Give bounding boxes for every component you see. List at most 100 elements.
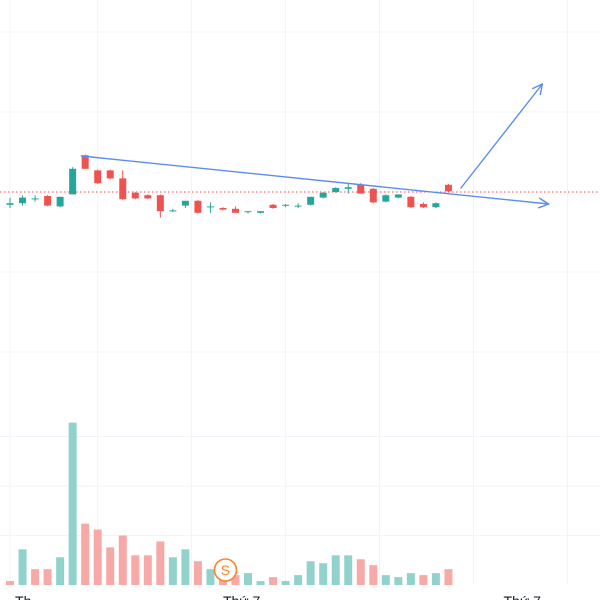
candle[interactable]	[31, 195, 39, 202]
volume-bar	[81, 523, 90, 585]
candle-body	[407, 196, 415, 208]
volume-bar	[381, 575, 390, 585]
candle-body	[282, 204, 290, 206]
candle[interactable]	[44, 195, 52, 207]
candle[interactable]	[344, 184, 352, 194]
candle-body	[307, 196, 315, 205]
candle[interactable]	[106, 169, 114, 180]
candle-body	[181, 200, 189, 206]
volume-bar	[294, 575, 303, 585]
candle-body	[69, 168, 77, 195]
volume-bar	[93, 529, 102, 585]
candle-body	[419, 204, 427, 208]
candle-body	[432, 203, 440, 208]
volume-bar	[18, 549, 27, 585]
candle[interactable]	[94, 169, 102, 184]
candle[interactable]	[6, 197, 14, 208]
volume-bar	[193, 561, 202, 585]
volume-bar	[419, 575, 428, 585]
candle[interactable]	[56, 196, 64, 208]
candle[interactable]	[257, 211, 265, 214]
candle[interactable]	[444, 184, 452, 192]
candle[interactable]	[69, 167, 77, 195]
volume-bar	[56, 557, 65, 585]
candle[interactable]	[156, 194, 164, 218]
volume-bar	[394, 577, 403, 585]
volume-bar	[431, 573, 440, 585]
candle-body	[19, 197, 27, 204]
candle[interactable]	[282, 204, 290, 208]
candle[interactable]	[219, 207, 227, 211]
volume-bar	[143, 555, 152, 585]
candle-body	[206, 206, 214, 208]
time-axis-label: Thứ 7	[504, 593, 542, 600]
volume-bar	[256, 581, 265, 585]
volume-bar	[269, 577, 278, 585]
volume-bar	[406, 573, 415, 585]
volume-bar	[68, 422, 77, 585]
candle[interactable]	[169, 208, 177, 212]
candle-body	[194, 200, 202, 213]
volume-bar	[168, 557, 177, 585]
candle[interactable]	[181, 200, 189, 208]
candle[interactable]	[244, 211, 252, 214]
candle-body	[319, 192, 327, 198]
candle[interactable]	[144, 194, 152, 200]
candle[interactable]	[119, 170, 127, 200]
volume-bar	[118, 535, 127, 585]
candle[interactable]	[419, 202, 427, 208]
candle[interactable]	[382, 194, 390, 203]
volume-bar	[306, 561, 315, 585]
candle[interactable]	[319, 192, 327, 199]
candle[interactable]	[231, 206, 239, 213]
candle[interactable]	[206, 202, 214, 213]
candle-body	[56, 196, 64, 207]
price-candles[interactable]	[6, 154, 452, 218]
event-marker-circle[interactable]	[213, 558, 238, 582]
volume-bar	[206, 569, 215, 585]
drawing-tools[interactable]	[80, 84, 548, 204]
time-axis-label: Thứ 7	[223, 593, 261, 600]
time-axis-label: Th	[15, 593, 31, 600]
candle[interactable]	[332, 187, 340, 193]
volume-bar	[444, 569, 453, 585]
candle[interactable]	[432, 202, 440, 208]
candle-body	[231, 208, 239, 213]
descending-trendline[interactable]	[80, 155, 548, 204]
candle-body	[81, 155, 89, 169]
candle-body	[6, 203, 14, 205]
candle-body	[394, 194, 402, 198]
candle[interactable]	[307, 196, 315, 206]
candle-body	[369, 188, 377, 203]
breakout-projection-arrow[interactable]	[460, 84, 542, 189]
volume-bar	[231, 575, 240, 585]
candle-body	[156, 195, 164, 212]
event-marker[interactable]: S	[213, 558, 238, 582]
volume-bar	[369, 565, 378, 585]
candle[interactable]	[19, 195, 27, 206]
candle-body	[294, 205, 302, 207]
candle-body	[169, 210, 177, 212]
candle-body	[269, 204, 277, 208]
candle[interactable]	[131, 192, 139, 200]
candle-body	[244, 211, 252, 213]
candle-body	[31, 198, 39, 200]
candle[interactable]	[369, 188, 377, 204]
volume-bar	[244, 573, 253, 585]
volume-bar	[131, 555, 140, 585]
candle[interactable]	[407, 196, 415, 208]
candle[interactable]	[394, 194, 402, 199]
candle[interactable]	[269, 204, 277, 209]
volume-bar	[6, 581, 15, 585]
volume-bar	[43, 569, 52, 585]
candle[interactable]	[194, 200, 202, 214]
candle[interactable]	[294, 203, 302, 208]
volume-bar	[281, 581, 290, 585]
volume-bar	[356, 559, 365, 585]
candle-body	[444, 184, 452, 192]
gridlines	[0, 0, 600, 585]
candle-body	[257, 211, 265, 213]
candle-body	[44, 196, 52, 206]
candle-body	[131, 192, 139, 199]
